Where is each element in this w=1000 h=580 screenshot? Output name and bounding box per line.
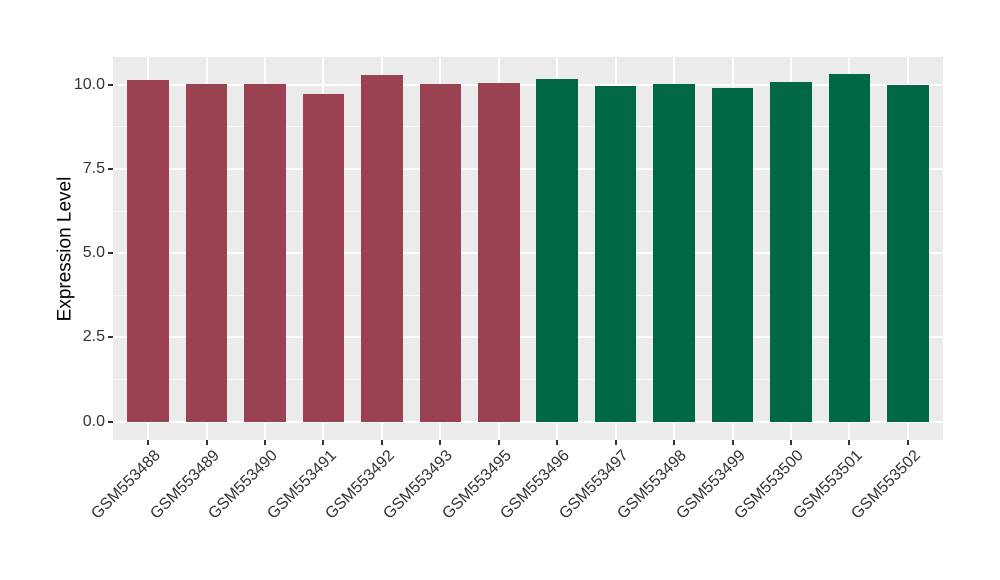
y-tick-label: 2.5	[82, 328, 105, 346]
bar-GSM553496	[536, 79, 578, 422]
bar-GSM553495	[478, 83, 520, 422]
bar-GSM553491	[302, 94, 345, 422]
bar-GSM553490	[244, 84, 286, 422]
bar-GSM553498	[653, 83, 695, 422]
x-tick-mark	[673, 440, 676, 445]
gridline-minor	[113, 210, 943, 212]
y-tick-mark	[108, 167, 113, 170]
bar-GSM553488	[127, 80, 169, 422]
y-tick-mark	[108, 83, 113, 86]
plot-panel	[113, 57, 943, 440]
bar-GSM553492	[361, 74, 403, 422]
gridline-major	[113, 420, 943, 423]
y-tick-label: 10.0	[73, 75, 105, 93]
x-tick-mark	[790, 440, 793, 445]
x-tick-mark	[322, 440, 325, 445]
gridline-major	[113, 252, 943, 255]
x-tick-mark	[906, 440, 909, 445]
bar-GSM553493	[419, 84, 462, 422]
y-tick-label: 7.5	[82, 159, 105, 177]
bar-GSM553499	[711, 88, 754, 422]
gridline-minor	[113, 126, 943, 128]
x-tick-mark	[147, 440, 150, 445]
bar-GSM553497	[594, 86, 637, 422]
x-tick-mark	[497, 440, 500, 445]
y-tick-mark	[108, 420, 113, 423]
y-tick-label: 5.0	[82, 244, 105, 262]
x-tick-mark	[731, 440, 734, 445]
x-tick-mark	[556, 440, 559, 445]
gridline-major	[113, 83, 943, 86]
bar-GSM553489	[185, 84, 228, 422]
x-tick-mark	[263, 440, 266, 445]
y-tick-label: 0.0	[82, 412, 105, 430]
gridline-minor	[113, 294, 943, 296]
gridline-major	[113, 336, 943, 339]
x-tick-mark	[614, 440, 617, 445]
x-tick-mark	[439, 440, 442, 445]
bar-GSM553501	[828, 74, 871, 422]
bar-GSM553500	[770, 82, 812, 422]
x-tick-mark	[380, 440, 383, 445]
y-tick-mark	[108, 336, 113, 339]
bar-GSM553502	[887, 84, 929, 422]
gridline-major	[113, 167, 943, 170]
x-tick-mark	[205, 440, 208, 445]
y-tick-mark	[108, 252, 113, 255]
gridline-minor	[113, 379, 943, 381]
x-tick-mark	[848, 440, 851, 445]
